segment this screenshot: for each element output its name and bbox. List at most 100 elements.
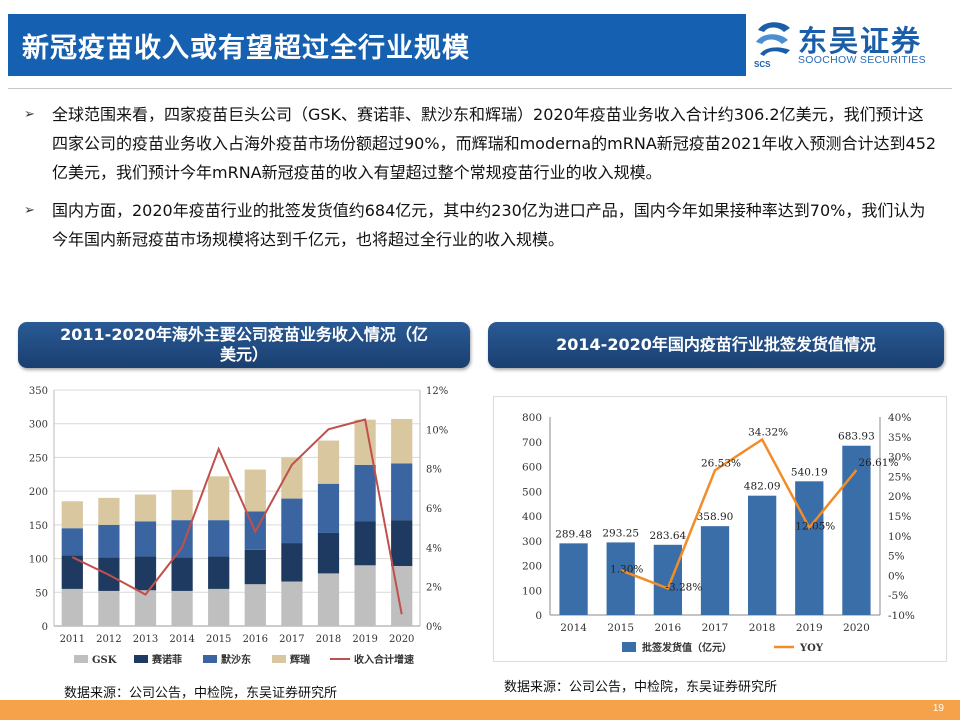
bullet-text: 国内方面，2020年疫苗行业的批签发货值约684亿元，其中约230亿为进口产品，… xyxy=(52,201,926,249)
chart2-y2-tick-label: -10% xyxy=(888,610,915,622)
chart1-legend-label: 收入合计增速 xyxy=(354,653,414,666)
chart1-y-tick-label: 0 xyxy=(42,622,48,633)
chart2-yoy-line xyxy=(620,437,858,590)
chart1-bar-segment xyxy=(171,489,193,521)
logo-abbr: SCS xyxy=(754,60,771,69)
logo-emblem-icon xyxy=(756,22,790,56)
chart1-bar-segment xyxy=(208,476,230,521)
chart1-bar-segment xyxy=(317,532,340,574)
chart2-yoy-label: 26.61% xyxy=(858,457,898,469)
chart1-bar-segment xyxy=(98,497,120,525)
chart1-y-tick-label: 300 xyxy=(29,420,48,431)
header-divider xyxy=(8,88,952,89)
chart2-y-tick-label: 100 xyxy=(522,585,542,597)
chart2-y2-tick-label: 40% xyxy=(888,412,911,424)
chart2-y2-tick-label: 0% xyxy=(888,570,905,582)
chart1-y2-tick-label: 8% xyxy=(426,465,442,476)
chart1-bar-segment xyxy=(61,501,83,529)
chart2-title-banner: 2014-2020年国内疫苗行业批签发货值情况 xyxy=(488,322,944,368)
chart2-bar xyxy=(653,544,682,615)
chart1-bar-segment xyxy=(244,549,266,585)
chart1-y2-tick-label: 10% xyxy=(426,425,448,436)
chart1-y-tick-label: 250 xyxy=(29,453,48,464)
chart1-bar-segment xyxy=(354,419,376,465)
chart2-bar-label: 358.90 xyxy=(697,511,734,523)
chart1-bar-segment xyxy=(281,581,303,626)
chart1-y-tick-label: 100 xyxy=(29,555,48,566)
chart1-bar-segment xyxy=(134,494,157,522)
slide-title-bar: 新冠疫苗收入或有望超过全行业规模 xyxy=(8,14,746,76)
chart2-x-tick-label: 2019 xyxy=(796,622,823,634)
chart1-bar-segment xyxy=(317,440,340,484)
chart1-x-tick-label: 2014 xyxy=(169,634,194,645)
chart2-y-tick-label: 0 xyxy=(535,610,542,622)
chart1-bar-segment xyxy=(61,588,83,626)
chart1-bar-segment xyxy=(391,463,413,521)
chart1-legend-swatch xyxy=(134,655,148,663)
chart2-yoy-label: 12.05% xyxy=(795,521,835,533)
chart2-bar xyxy=(842,445,871,615)
chart2-x-tick-label: 2015 xyxy=(607,622,634,634)
chart1-bar-segment xyxy=(134,556,157,591)
chart2-bar xyxy=(700,526,730,615)
chart1-x-tick-label: 2013 xyxy=(133,634,158,645)
chart1-y-tick-label: 50 xyxy=(35,588,48,599)
chart1-y-tick-label: 150 xyxy=(29,521,48,532)
chart1-legend-label: 赛诺菲 xyxy=(151,653,182,666)
chart2-y-tick-label: 700 xyxy=(522,437,542,449)
chart1-legend-swatch xyxy=(203,655,217,663)
chart1-bar-segment xyxy=(281,498,303,544)
chart1-x-tick-label: 2012 xyxy=(96,634,121,645)
chart2-y2-tick-label: 5% xyxy=(888,551,905,563)
slide-title: 新冠疫苗收入或有望超过全行业规模 xyxy=(22,32,470,64)
chart2-title: 2014-2020年国内疫苗行业批签发货值情况 xyxy=(556,335,876,354)
chart2-x-tick-label: 2020 xyxy=(843,622,870,634)
chart1-bar-segment xyxy=(391,520,413,566)
chart2-y-tick-label: 300 xyxy=(522,536,542,548)
chart1-legend-swatch xyxy=(272,655,286,663)
chart2-bar xyxy=(748,495,777,615)
chart2-bar-label: 482.09 xyxy=(744,481,781,493)
chart2-bar-label: 289.48 xyxy=(555,528,592,540)
chart1-bar-segment xyxy=(244,469,266,512)
chart2-x-tick-label: 2018 xyxy=(749,622,776,634)
chart1-source: 数据来源：公司公告，中检院，东吴证券研究所 xyxy=(64,686,338,701)
chart1-bar-segment xyxy=(98,524,120,558)
chart2-svg: 0 100 200 300 400 500 600 700 800 -10% -5% 0% 5% 10% 1… xyxy=(522,412,915,654)
chart2-bar-label: 283.64 xyxy=(649,530,686,542)
chart1-y2-tick-label: 12% xyxy=(426,386,448,397)
chart2-legend-label: YOY xyxy=(799,643,824,654)
chart1-bar-segment xyxy=(354,565,376,626)
chart1-bar-segment xyxy=(281,543,303,582)
chart2-x-tick-label: 2014 xyxy=(560,622,587,634)
chart1-bar-segment xyxy=(134,590,157,626)
chart2-y-tick-label: 600 xyxy=(522,462,542,474)
chart1-y2-tick-label: 0% xyxy=(426,622,442,633)
chart2-yoy-label: 1.30% xyxy=(610,563,643,575)
chart1-x-tick-label: 2016 xyxy=(243,634,268,645)
chart2-yoy-label: -3.28% xyxy=(665,581,702,593)
chart2-bar xyxy=(606,542,635,615)
chart1-x-tick-label: 2019 xyxy=(352,634,377,645)
chart1-x-tick-label: 2017 xyxy=(279,634,304,645)
logo-name-cn: 东吴证券 xyxy=(798,24,923,58)
chart2-y2-tick-label: -5% xyxy=(888,590,908,602)
chart1-bar-segment xyxy=(391,418,413,464)
chart1-bar-segment xyxy=(98,590,120,626)
chart1-bar-segment xyxy=(317,483,340,533)
chart2-x-tick-label: 2017 xyxy=(702,622,729,634)
chart2-x-tick-label: 2016 xyxy=(654,622,681,634)
chart2-yoy-label: 34.32% xyxy=(748,426,788,438)
chart1-x-tick-label: 2015 xyxy=(206,634,231,645)
bullet-list: ➢ 全球范围来看，四家疫苗巨头公司（GSK、赛诺菲、默沙东和辉瑞）2020年疫苗… xyxy=(18,100,938,263)
chart1-y2-tick-label: 4% xyxy=(426,543,442,554)
chart2-y2-tick-label: 15% xyxy=(888,511,911,523)
chart2-source: 数据来源：公司公告，中检院，东吴证券研究所 xyxy=(504,680,778,695)
chart1-x-tick-label: 2011 xyxy=(60,634,85,645)
chart1-bar-segment xyxy=(61,555,83,589)
chart1-legend-label: 默沙东 xyxy=(221,653,251,666)
company-logo: SCS 东吴证券 SOOCHOW SECURITIES xyxy=(752,20,952,72)
chart1-title-banner: 2011-2020年海外主要公司疫苗业务收入情况（亿 美元） xyxy=(18,322,470,368)
bullet-item: ➢ 全球范围来看，四家疫苗巨头公司（GSK、赛诺菲、默沙东和辉瑞）2020年疫苗… xyxy=(18,100,938,187)
chart1-growth-line xyxy=(71,418,403,615)
